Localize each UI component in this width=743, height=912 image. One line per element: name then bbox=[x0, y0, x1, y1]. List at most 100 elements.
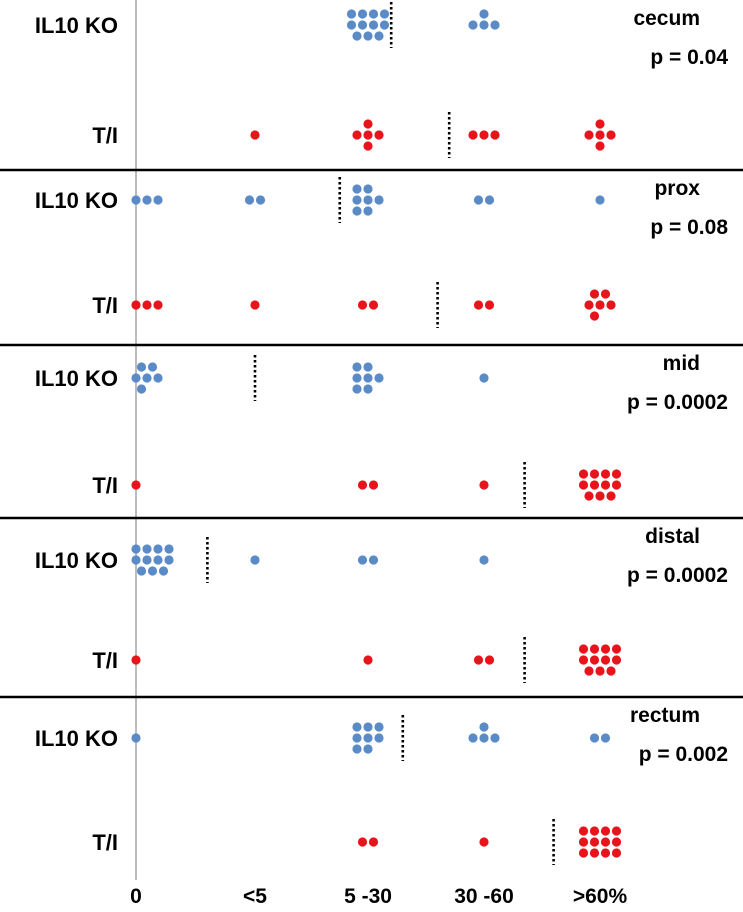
data-point-ti bbox=[131, 480, 141, 490]
data-point-ti bbox=[595, 666, 605, 676]
data-point-ti bbox=[611, 837, 622, 847]
data-point-ti bbox=[600, 644, 611, 654]
data-point-ti bbox=[578, 848, 589, 858]
data-point-ti bbox=[484, 655, 495, 665]
data-point-ti bbox=[578, 655, 589, 665]
data-point-il10ko bbox=[368, 9, 379, 19]
data-point-ti bbox=[578, 469, 589, 479]
data-point-il10ko bbox=[490, 733, 500, 743]
data-point-ti bbox=[578, 480, 589, 490]
data-point-ti bbox=[600, 848, 611, 858]
data-point-il10ko bbox=[352, 744, 362, 754]
data-point-il10ko bbox=[153, 373, 163, 383]
data-point-ti bbox=[250, 130, 260, 140]
data-point-il10ko bbox=[357, 555, 368, 565]
data-point-il10ko bbox=[363, 384, 373, 394]
data-point-ti bbox=[578, 837, 589, 847]
data-point-il10ko bbox=[379, 9, 390, 19]
data-point-ti bbox=[250, 300, 260, 310]
data-point-il10ko bbox=[147, 566, 158, 576]
data-point-il10ko bbox=[479, 733, 489, 743]
data-point-ti bbox=[600, 837, 611, 847]
data-point-ti bbox=[131, 655, 141, 665]
data-point-il10ko bbox=[363, 733, 373, 743]
p-value-label: p = 0.08 bbox=[650, 216, 728, 239]
data-point-il10ko bbox=[363, 31, 373, 41]
data-point-ti bbox=[479, 837, 489, 847]
data-point-ti bbox=[490, 130, 500, 140]
data-point-il10ko bbox=[363, 362, 373, 372]
data-point-il10ko bbox=[147, 362, 158, 372]
panel-name: distal bbox=[645, 525, 700, 548]
data-point-il10ko bbox=[479, 373, 489, 383]
data-point-il10ko bbox=[346, 9, 357, 19]
data-point-ti bbox=[589, 644, 600, 654]
data-point-ti bbox=[589, 311, 600, 321]
data-point-ti bbox=[468, 130, 478, 140]
data-point-ti bbox=[578, 644, 589, 654]
data-point-ti bbox=[600, 289, 611, 299]
data-point-il10ko bbox=[368, 20, 379, 30]
data-point-il10ko bbox=[479, 555, 489, 565]
data-point-il10ko bbox=[255, 195, 266, 205]
data-point-il10ko bbox=[153, 195, 163, 205]
data-point-ti bbox=[589, 837, 600, 847]
data-point-il10ko bbox=[131, 555, 141, 565]
data-point-ti bbox=[606, 491, 616, 501]
data-point-ti bbox=[611, 848, 622, 858]
data-point-il10ko bbox=[352, 31, 362, 41]
data-point-ti bbox=[611, 655, 622, 665]
data-point-il10ko bbox=[131, 195, 141, 205]
group-label-ti: T/I bbox=[92, 473, 118, 498]
data-point-il10ko bbox=[484, 195, 495, 205]
data-point-ti bbox=[589, 826, 600, 836]
data-point-il10ko bbox=[352, 733, 362, 743]
data-point-ti bbox=[473, 655, 484, 665]
data-point-il10ko bbox=[374, 31, 384, 41]
data-point-il10ko bbox=[374, 373, 384, 383]
data-point-ti bbox=[142, 300, 152, 310]
data-point-ti bbox=[363, 119, 373, 129]
data-point-il10ko bbox=[363, 744, 373, 754]
data-point-ti bbox=[606, 130, 616, 140]
data-point-il10ko bbox=[136, 566, 147, 576]
data-point-il10ko bbox=[131, 544, 141, 554]
data-point-ti bbox=[484, 300, 495, 310]
data-point-ti bbox=[374, 130, 384, 140]
data-point-ti bbox=[589, 655, 600, 665]
data-point-ti bbox=[611, 480, 622, 490]
data-point-ti bbox=[600, 655, 611, 665]
panel-name: mid bbox=[663, 352, 700, 375]
data-point-il10ko bbox=[250, 555, 260, 565]
data-point-il10ko bbox=[352, 184, 362, 194]
data-point-il10ko bbox=[363, 195, 373, 205]
x-tick-label: 5 -30 bbox=[344, 885, 392, 908]
data-point-il10ko bbox=[131, 373, 141, 383]
data-point-ti bbox=[606, 300, 616, 310]
data-point-ti bbox=[595, 130, 605, 140]
data-point-il10ko bbox=[357, 9, 368, 19]
data-point-ti bbox=[600, 480, 611, 490]
data-point-ti bbox=[578, 826, 589, 836]
data-point-il10ko bbox=[595, 195, 605, 205]
data-point-il10ko bbox=[352, 206, 362, 216]
data-point-il10ko bbox=[374, 722, 384, 732]
data-point-il10ko bbox=[131, 733, 141, 743]
data-point-il10ko bbox=[468, 733, 478, 743]
data-point-il10ko bbox=[374, 733, 384, 743]
data-point-il10ko bbox=[468, 20, 478, 30]
data-point-il10ko bbox=[363, 722, 373, 732]
data-point-il10ko bbox=[142, 555, 152, 565]
data-point-ti bbox=[595, 300, 605, 310]
data-point-il10ko bbox=[352, 362, 362, 372]
data-point-ti bbox=[589, 848, 600, 858]
data-point-ti bbox=[611, 469, 622, 479]
data-point-ti bbox=[352, 130, 362, 140]
data-point-ti bbox=[473, 300, 484, 310]
data-point-il10ko bbox=[153, 555, 163, 565]
data-point-ti bbox=[600, 469, 611, 479]
panel-name: cecum bbox=[633, 7, 700, 30]
data-point-ti bbox=[368, 300, 379, 310]
group-label-ti: T/I bbox=[92, 830, 118, 855]
